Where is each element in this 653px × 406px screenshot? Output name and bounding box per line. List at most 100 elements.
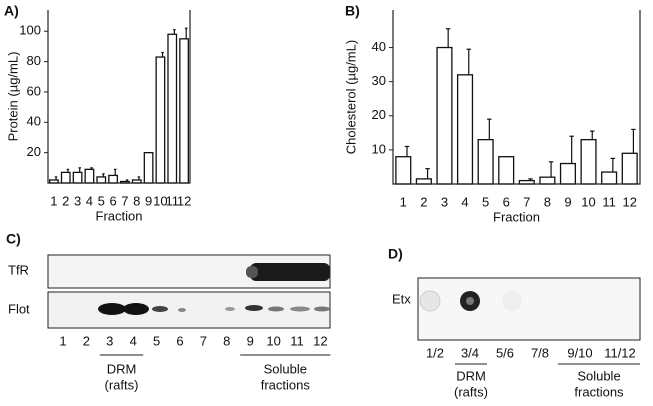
x-tick-label: 6 xyxy=(109,193,116,208)
y-tick-label: 100 xyxy=(19,23,41,38)
panel-label: B) xyxy=(345,3,360,19)
lane-label: 7/8 xyxy=(531,345,549,360)
lane-label: 1 xyxy=(59,333,66,348)
panel-label: A) xyxy=(4,3,19,19)
lane-label: 5 xyxy=(153,333,160,348)
lane-label: 1/2 xyxy=(426,345,444,360)
bar xyxy=(167,33,178,184)
x-tick-label: 3 xyxy=(441,194,448,209)
x-tick-label: 9 xyxy=(564,194,571,209)
bar xyxy=(456,74,474,185)
panel-label: D) xyxy=(388,246,403,262)
bar xyxy=(395,156,412,185)
lane-label: 7 xyxy=(200,333,207,348)
x-tick-label: 7 xyxy=(523,194,530,209)
group-label: fractions xyxy=(261,377,311,392)
x-tick-label: 12 xyxy=(177,193,191,208)
lane-label: 12 xyxy=(313,333,327,348)
flot-band xyxy=(178,308,186,312)
lane-label: 3 xyxy=(106,333,113,348)
x-tick-label: 1 xyxy=(400,194,407,209)
dot xyxy=(466,297,474,305)
group-label: (rafts) xyxy=(105,377,139,392)
y-tick-label: 60 xyxy=(27,83,41,98)
dot xyxy=(419,290,441,312)
bar xyxy=(60,171,71,184)
flot-band xyxy=(290,306,310,312)
bar xyxy=(436,46,453,185)
bar xyxy=(84,168,95,184)
lane-label: 11 xyxy=(290,333,304,348)
x-tick-label: 4 xyxy=(461,194,468,209)
y-tick-label: 10 xyxy=(372,141,386,156)
group-label: fractions xyxy=(574,384,624,399)
y-tick-label: 40 xyxy=(372,39,386,54)
dot-blot-box xyxy=(417,277,641,341)
group-label: Soluble xyxy=(264,361,307,376)
y-axis-label: Protein (µg/mL) xyxy=(5,52,20,142)
x-tick-label: 10 xyxy=(153,193,167,208)
lane-label: 5/6 xyxy=(496,345,514,360)
bar xyxy=(601,171,618,185)
bar xyxy=(498,156,515,185)
x-tick-label: 11 xyxy=(166,193,180,208)
x-tick-label: 7 xyxy=(121,193,128,208)
x-tick-label: 10 xyxy=(581,194,595,209)
x-tick-label: 11 xyxy=(602,194,616,209)
row-label: Etx xyxy=(392,291,411,306)
tfr-band xyxy=(246,266,258,278)
flot-band xyxy=(98,303,126,315)
dot xyxy=(502,291,522,311)
x-tick-label: 1 xyxy=(50,193,57,208)
lane-label: 11/12 xyxy=(604,345,636,360)
lane-label: 9 xyxy=(247,333,254,348)
y-tick-label: 30 xyxy=(372,73,386,88)
lane-label: 6 xyxy=(176,333,183,348)
x-tick-label: 8 xyxy=(544,194,551,209)
flot-band xyxy=(268,306,284,312)
bar xyxy=(539,176,556,185)
row-label: TfR xyxy=(8,262,29,277)
x-axis-label: Fraction xyxy=(96,208,143,223)
axes xyxy=(47,10,191,184)
y-tick-label: 20 xyxy=(27,144,41,159)
lane-label: 4 xyxy=(130,333,137,348)
lane-label: 10 xyxy=(266,333,280,348)
flot-band xyxy=(245,305,263,311)
bar xyxy=(477,138,494,185)
y-axis-label: Cholesterol (µg/mL) xyxy=(343,40,358,154)
lane-label: 2 xyxy=(83,333,90,348)
lane-label: 8 xyxy=(223,333,230,348)
flot-band xyxy=(123,303,149,315)
flot-band xyxy=(314,306,330,312)
panel-label: C) xyxy=(6,231,21,247)
group-label: DRM xyxy=(456,368,486,383)
group-label: Soluble xyxy=(577,368,620,383)
bar xyxy=(415,178,432,185)
bar xyxy=(179,38,189,184)
row-label: Flot xyxy=(8,301,30,316)
group-label: DRM xyxy=(107,361,137,376)
x-tick-label: 8 xyxy=(133,193,140,208)
flot-band xyxy=(225,307,235,311)
bar xyxy=(621,152,638,185)
lane-label: 3/4 xyxy=(461,345,479,360)
bar xyxy=(72,171,83,184)
x-tick-label: 12 xyxy=(622,194,636,209)
x-tick-label: 2 xyxy=(420,194,427,209)
x-tick-label: 4 xyxy=(86,193,93,208)
x-tick-label: 9 xyxy=(145,193,152,208)
x-tick-label: 5 xyxy=(98,193,105,208)
x-tick-label: 3 xyxy=(74,193,81,208)
bar xyxy=(96,176,107,184)
group-label: (rafts) xyxy=(454,384,488,399)
bar xyxy=(155,56,166,184)
x-tick-label: 2 xyxy=(62,193,69,208)
y-tick-label: 20 xyxy=(372,107,386,122)
bar xyxy=(143,151,154,184)
x-axis-label: Fraction xyxy=(493,209,540,224)
x-tick-label: 6 xyxy=(503,194,510,209)
y-tick-label: 40 xyxy=(27,114,41,129)
x-tick-label: 5 xyxy=(482,194,489,209)
